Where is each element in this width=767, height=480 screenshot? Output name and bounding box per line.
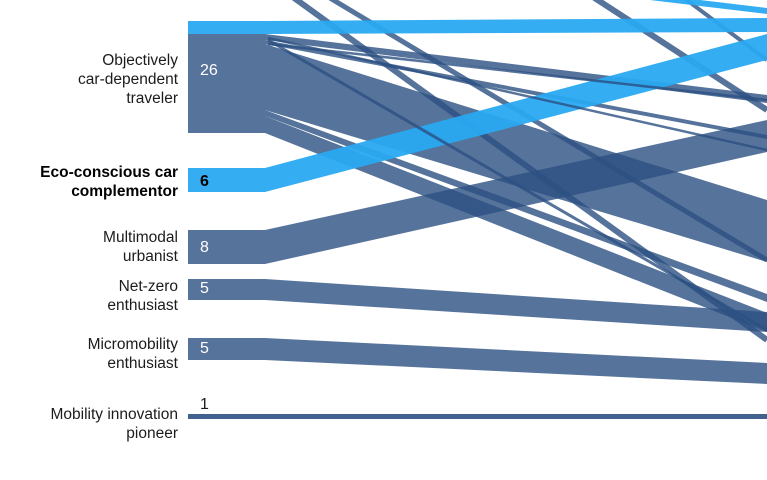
flow-ribbon-objective-c (188, 44, 767, 262)
value-objectively-car-dependent-traveler: 26 (200, 62, 218, 79)
flow-line-cross-a (267, 38, 767, 332)
label-objectively-car-dependent-traveler: Objectively car-dependent traveler (78, 52, 178, 107)
value-net-zero-enthusiast: 5 (200, 280, 209, 297)
flow-ribbon-multimodal-b (188, 120, 767, 264)
label-eco-conscious-car-complementor: Eco-conscious car complementor (40, 164, 178, 200)
flow-ribbon-upper-light (600, 0, 767, 14)
flow-line-cross-c (267, 36, 767, 152)
value-micromobility-enthusiast: 5 (200, 340, 209, 357)
label-mobility-innovation-pioneer: Mobility innovation pioneer (50, 406, 178, 442)
flow-ribbon-net-zero (188, 279, 767, 332)
flow-line-cross-b (267, 42, 767, 102)
flow-ribbon-objective-top-light (188, 18, 767, 34)
label-multimodal-urbanist: Multimodal urbanist (103, 229, 178, 265)
label-micromobility-enthusiast: Micromobility enthusiast (87, 336, 178, 372)
label-net-zero-enthusiast: Net-zero enthusiast (107, 278, 178, 314)
value-multimodal-urbanist: 8 (200, 239, 209, 256)
value-eco-conscious-car-complementor: 6 (200, 173, 209, 190)
flow-ribbon-mobility-pioneer (188, 414, 767, 419)
flow-ribbon-micromobility (188, 338, 767, 384)
flow-ribbon-eco-conscious (188, 34, 767, 192)
flow-line-upper-c (592, 0, 767, 113)
value-mobility-innovation-pioneer: 1 (200, 396, 209, 413)
